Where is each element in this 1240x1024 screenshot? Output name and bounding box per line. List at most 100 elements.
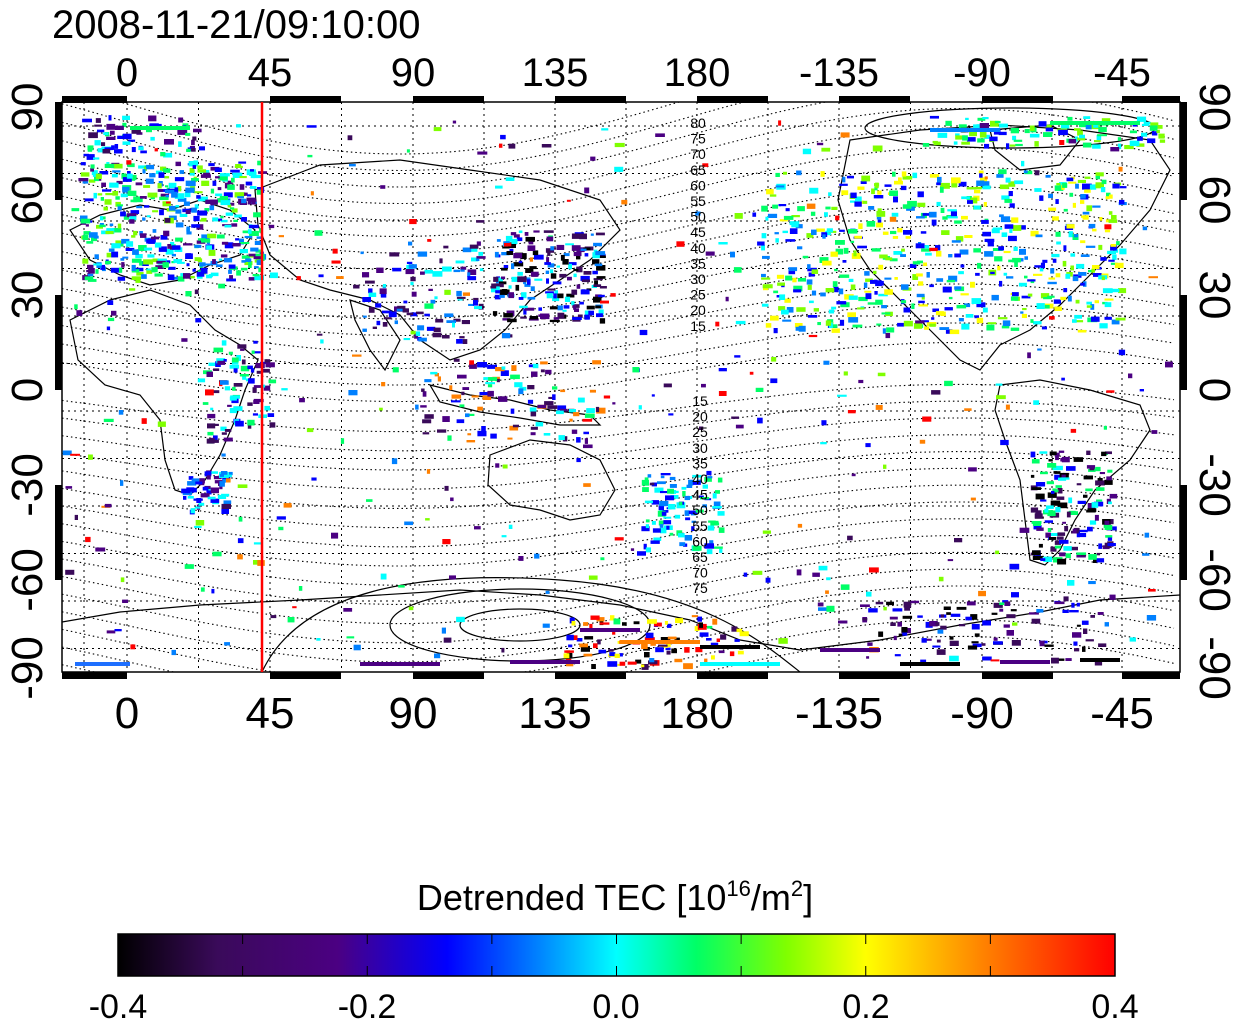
tec-cell (1086, 301, 1092, 305)
tec-cell (1099, 323, 1108, 329)
tec-cell (129, 288, 136, 291)
tec-cell (621, 199, 628, 205)
tec-cell (872, 145, 883, 152)
y-tick-left: 0 (3, 378, 52, 402)
tec-cell (265, 362, 275, 368)
tec-cell (435, 318, 444, 323)
tec-cell (592, 252, 600, 259)
tec-cell (1067, 295, 1072, 302)
tec-cell (184, 191, 191, 198)
tec-cell (131, 235, 136, 238)
tec-cell (695, 211, 701, 216)
tec-cell (889, 190, 898, 196)
tec-cell (809, 187, 819, 194)
tec-cell (172, 245, 181, 250)
tec-cell (414, 333, 418, 339)
tec-cell (1076, 483, 1082, 486)
tec-cell (936, 639, 941, 643)
tec-cell (258, 267, 263, 273)
tec-cell (530, 411, 537, 417)
tec-cell (954, 538, 963, 543)
tec-cell (1040, 558, 1046, 561)
tec-cell (444, 313, 454, 318)
tec-cell (85, 224, 89, 227)
tec-cell (654, 487, 664, 493)
tec-cell (1072, 319, 1077, 323)
tec-cell (1108, 501, 1112, 505)
tec-cell (660, 527, 667, 534)
tec-cell (196, 195, 201, 199)
tec-cell (1005, 404, 1010, 410)
tec-cell (244, 192, 248, 196)
tec-cell (495, 463, 500, 468)
tec-cell (590, 233, 594, 236)
tec-cell (1148, 589, 1156, 592)
tec-cell (109, 223, 114, 227)
tec-cell (241, 359, 246, 365)
tec-cell (122, 186, 130, 193)
tec-cell (932, 308, 939, 312)
tec-cell (665, 495, 674, 501)
tec-cell (882, 231, 889, 235)
tec-cell (425, 518, 430, 521)
tec-cell (1056, 496, 1065, 500)
tec-cell (242, 375, 247, 380)
frame-bar-top (1122, 96, 1180, 103)
tec-cell (1063, 596, 1069, 602)
tec-cell (82, 235, 89, 240)
tec-cell (178, 117, 184, 123)
contour-label-south: 70 (692, 565, 708, 581)
tec-cell (644, 652, 650, 658)
tec-cell (580, 289, 590, 295)
tec-cell (1080, 254, 1090, 257)
tec-cell (1053, 471, 1058, 474)
tec-cell (446, 320, 456, 323)
tec-cell (223, 258, 233, 263)
tec-cell (201, 238, 211, 243)
tec-cell (208, 362, 218, 366)
tec-cell (91, 170, 98, 176)
tec-cell (1059, 539, 1069, 544)
tec-cell (403, 300, 408, 304)
south-polar-contour (459, 608, 581, 642)
tec-streak (75, 662, 130, 666)
tec-cell (976, 302, 986, 308)
tec-cell (1040, 293, 1050, 299)
tec-cell (828, 192, 832, 196)
colorbar-ticks (117, 934, 1116, 976)
tec-cell (501, 276, 506, 280)
tec-cell (901, 284, 909, 290)
tec-cell (352, 354, 362, 357)
tec-cell (78, 178, 89, 182)
tec-cell (452, 120, 457, 124)
tec-cell (1015, 143, 1023, 147)
tec-cell (227, 204, 232, 208)
tec-cell (521, 292, 527, 299)
tec-cell (580, 275, 590, 281)
tec-cell (264, 405, 270, 411)
tec-cell (961, 141, 970, 145)
tec-cell (105, 193, 114, 196)
tec-cell (667, 623, 672, 628)
tec-cell (848, 317, 859, 323)
tec-cell (876, 216, 882, 220)
tec-cell (614, 142, 625, 148)
tec-cell (564, 296, 571, 302)
tec-cell (192, 165, 197, 169)
tec-cell (576, 458, 581, 463)
tec-cell (362, 297, 371, 302)
tec-cell (583, 483, 591, 487)
tec-cell (1119, 199, 1125, 205)
tec-cell (86, 270, 92, 273)
tec-cell (630, 548, 635, 551)
tec-cell (560, 254, 565, 261)
tec-cell (1042, 259, 1048, 263)
tec-cell (235, 164, 242, 168)
tec-cell (186, 231, 192, 235)
tec-cell (462, 247, 472, 253)
tec-cell (87, 273, 94, 277)
tec-cell (977, 262, 982, 269)
tec-cell (247, 194, 252, 197)
tec-cell (519, 305, 528, 309)
tec-cell (1024, 170, 1033, 175)
